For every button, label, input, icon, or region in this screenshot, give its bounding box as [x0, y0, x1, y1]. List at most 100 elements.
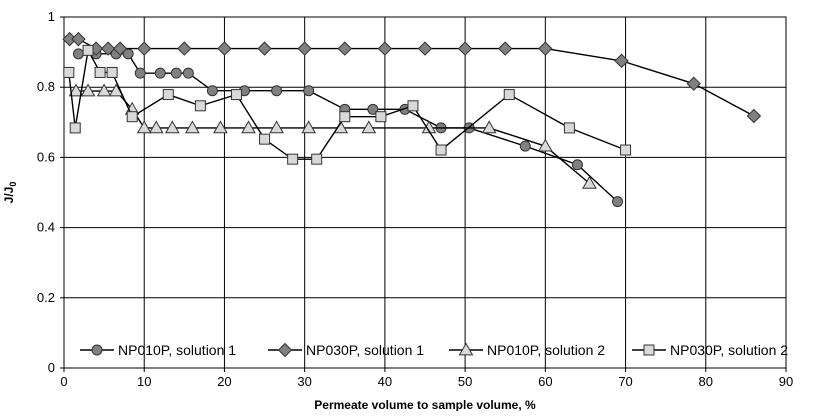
x-tick-label: 30 — [297, 374, 311, 389]
y-axis-title: J/J0 — [2, 182, 18, 204]
data-point-triangle — [136, 120, 152, 134]
y-tick-label: 1 — [48, 9, 55, 24]
data-point-diamond — [71, 31, 86, 47]
data-point-diamond — [137, 41, 152, 56]
data-point-diamond — [417, 41, 433, 56]
data-point-triangle — [68, 83, 84, 97]
x-tick-label: 0 — [60, 374, 67, 389]
y-axis-title-main: J/J — [2, 187, 16, 204]
data-point-diamond — [377, 41, 393, 56]
data-point-square — [63, 66, 75, 78]
legend: NP010P, solution 1 NP030P, solution 1 NP01… — [80, 342, 788, 358]
data-point-triangle — [241, 120, 256, 134]
data-point-triangle — [269, 120, 284, 134]
data-point-circle — [271, 85, 283, 97]
x-tick-label: 20 — [217, 374, 231, 389]
data-point-circle — [182, 67, 194, 79]
data-point-circle — [612, 196, 624, 208]
data-point-diamond — [177, 41, 192, 56]
y-tick-label: 0 — [48, 360, 55, 375]
data-point-triangle — [301, 120, 317, 134]
legend-label: NP010P, solution 2 — [487, 342, 605, 358]
series-line — [76, 90, 590, 184]
x-tick-label: 50 — [458, 374, 472, 389]
x-tick-label: 80 — [699, 374, 713, 389]
legend-marker-diamond — [277, 342, 293, 358]
data-point-triangle — [184, 120, 200, 134]
data-point-circle — [571, 159, 583, 171]
data-point-triangle — [148, 120, 164, 134]
data-point-triangle — [96, 83, 112, 97]
series-4 — [63, 44, 632, 165]
legend-item: NP010P, solution 2 — [449, 342, 605, 358]
data-point-square — [259, 133, 271, 145]
legend-label: NP010P, solution 1 — [118, 342, 236, 358]
data-point-square — [82, 44, 94, 56]
data-point-square — [407, 100, 419, 112]
data-point-square — [435, 144, 447, 156]
data-point-circle — [206, 85, 218, 97]
x-tick-label: 40 — [378, 374, 392, 389]
data-point-diamond — [498, 41, 513, 56]
x-axis-title: Permeate volume to sample volume, % — [314, 398, 536, 411]
gridlines — [64, 17, 786, 368]
x-tick-label: 10 — [137, 374, 151, 389]
data-point-square — [126, 111, 138, 123]
data-point-circle — [519, 140, 531, 152]
data-point-diamond — [614, 53, 629, 69]
data-point-square — [311, 153, 323, 165]
data-point-square — [503, 89, 515, 101]
data-point-triangle — [213, 120, 228, 134]
plot-area — [63, 16, 787, 369]
legend-marker-circle — [91, 344, 103, 356]
y-tick-label: 0.4 — [37, 220, 55, 235]
legend-item: NP010P, solution 1 — [80, 342, 236, 358]
data-point-square — [287, 153, 299, 165]
data-point-diamond — [746, 108, 762, 124]
data-point-diamond — [686, 76, 701, 91]
data-point-square — [563, 122, 575, 134]
data-point-diamond — [297, 41, 312, 56]
x-tick-label: 60 — [538, 374, 552, 389]
legend-marker-triangle — [458, 342, 474, 356]
data-point-circle — [367, 103, 379, 115]
legend-item: NP030P, solution 1 — [268, 342, 424, 358]
y-tick-label: 0.6 — [37, 149, 55, 164]
data-point-diamond — [457, 41, 473, 56]
data-point-square — [94, 66, 106, 78]
data-point-triangle — [80, 83, 96, 97]
data-point-circle — [72, 48, 84, 60]
y-tick-label: 0.2 — [37, 290, 55, 305]
data-point-circle — [134, 67, 146, 79]
data-point-triangle — [537, 138, 553, 152]
series-3 — [68, 83, 597, 189]
data-point-square — [620, 144, 632, 156]
data-point-diamond — [217, 41, 232, 56]
series-layer — [62, 31, 762, 208]
x-tick-label: 90 — [779, 374, 793, 389]
data-point-triangle — [361, 120, 377, 134]
data-point-circle — [154, 67, 166, 79]
data-point-square — [106, 66, 118, 78]
data-point-square — [69, 122, 81, 134]
data-point-diamond — [538, 41, 553, 56]
y-tick-label: 0.8 — [37, 79, 55, 94]
legend-item: NP030P, solution 2 — [632, 342, 788, 358]
data-point-triangle — [164, 120, 180, 134]
data-point-square — [230, 89, 242, 101]
legend-label: NP030P, solution 1 — [306, 342, 424, 358]
legend-marker-square — [643, 344, 655, 356]
data-point-diamond — [100, 41, 116, 56]
legend-label: NP030P, solution 2 — [670, 342, 788, 358]
data-point-square — [375, 111, 387, 123]
data-point-diamond — [112, 41, 128, 56]
data-point-square — [339, 111, 351, 123]
x-tick-label: 70 — [618, 374, 632, 389]
y-axis-title-subscript: 0 — [8, 182, 18, 187]
tick-labels: 0 10 20 30 40 50 60 70 80 90 0 0.2 0.4 0.6 0.8 1 — [37, 9, 793, 389]
data-point-square — [162, 89, 174, 101]
data-point-triangle — [481, 120, 497, 134]
data-point-circle — [303, 85, 315, 97]
